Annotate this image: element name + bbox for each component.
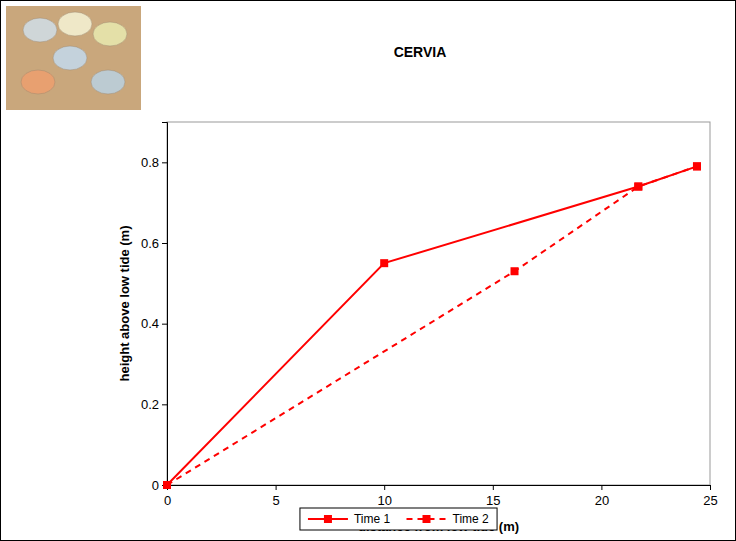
y-tick-label: 0.6	[141, 236, 159, 251]
shell	[93, 22, 127, 46]
legend-label: Time 1	[354, 512, 391, 526]
legend-marker	[324, 515, 332, 523]
y-tick: 0.6	[141, 236, 167, 251]
y-tick: 0.8	[141, 155, 167, 170]
title: CERVIA	[394, 44, 447, 60]
x-tick-mark	[601, 485, 602, 490]
x-tick-mark	[710, 485, 711, 490]
y-axis: 0 0.2 0.4 0.6 0.8	[141, 123, 168, 493]
plot-frame	[167, 122, 710, 485]
shell	[53, 46, 87, 70]
x-tick-mark	[276, 485, 277, 490]
legend: Time 1 Time 2	[300, 508, 497, 530]
x-tick: 15	[486, 485, 500, 508]
series-marker	[693, 162, 701, 170]
x-tick: 10	[377, 485, 391, 508]
y-tick-label: 0.4	[141, 316, 159, 331]
legend-marker	[423, 515, 431, 523]
series-marker	[634, 183, 642, 191]
photo-ground	[6, 6, 141, 110]
y-tick-mark	[162, 243, 167, 244]
shell-photo	[6, 6, 141, 110]
legend-item: Time 1	[308, 512, 391, 526]
series-marker	[511, 267, 519, 275]
x-axis: 0 5 10 15 20 25	[164, 485, 718, 508]
x-tick: 5	[272, 485, 279, 508]
y-tick-mark	[162, 324, 167, 325]
shell	[58, 12, 92, 36]
chart-border	[1, 1, 736, 541]
y-tick-label: 0.8	[141, 155, 159, 170]
x-axis-line	[168, 486, 711, 491]
x-tick-mark	[384, 485, 385, 490]
series-line	[167, 166, 697, 485]
series-marker	[634, 183, 642, 191]
x-tick-mark	[493, 485, 494, 490]
y-tick-label: 0	[152, 478, 159, 493]
y-tick-label: 0.2	[141, 397, 159, 412]
y-tick: 0.2	[141, 397, 167, 412]
x-tick: 20	[595, 485, 609, 508]
x-tick-label: 15	[486, 493, 500, 508]
x-tick-label: 0	[164, 493, 171, 508]
shell	[91, 70, 125, 94]
series-line	[167, 166, 697, 485]
x-tick-label: 25	[703, 493, 717, 508]
legend-label: Time 2	[453, 512, 490, 526]
y-tick-mark	[162, 162, 167, 163]
y-axis-title: height above low tide (m)	[117, 225, 132, 381]
x-tick-label: 10	[377, 493, 391, 508]
series-marker	[693, 162, 701, 170]
legend-box	[300, 508, 497, 530]
legend-item: Time 2	[407, 512, 490, 526]
chart: CERVIA051015202500.20.40.60.8distance fr…	[0, 0, 736, 541]
plot-area	[163, 162, 701, 489]
shell	[23, 18, 57, 42]
shell	[21, 70, 55, 94]
series-marker	[163, 481, 171, 489]
series-marker	[163, 481, 171, 489]
series-marker	[380, 259, 388, 267]
y-tick: 0.4	[141, 316, 167, 331]
x-tick-label: 5	[272, 493, 279, 508]
x-tick: 25	[703, 485, 717, 508]
y-tick-mark	[162, 404, 167, 405]
x-tick-label: 20	[595, 493, 609, 508]
y-axis-line	[162, 123, 168, 486]
